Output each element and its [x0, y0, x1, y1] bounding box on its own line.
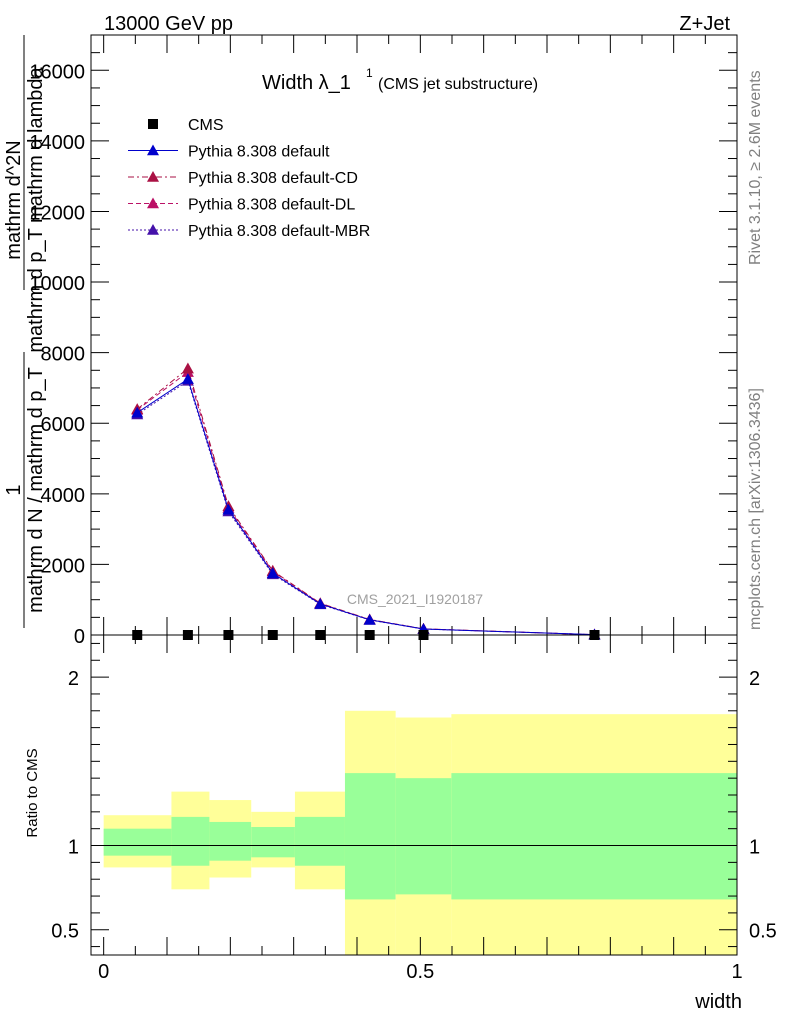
data-point	[314, 597, 327, 609]
ratio-y-axis: 0.5 0.5 1 1 2 2	[51, 642, 777, 948]
ratio-inner-band	[209, 821, 252, 861]
ylabel-one: 1	[3, 484, 25, 495]
legend-marker	[147, 144, 159, 156]
main-y-tick-label: 16000	[29, 61, 85, 83]
plot-title-sup: 1	[366, 66, 373, 80]
x-tick-label: 0.5	[406, 961, 434, 983]
legend-marker	[147, 171, 159, 182]
ratio-inner-band	[294, 816, 345, 866]
header-energy: 13000 GeV pp	[104, 13, 233, 35]
main-plot-panel: 0 2000 4000 6000 8000 10000 12000 14000 16000 CM…	[3, 34, 738, 648]
main-x-axis	[103, 35, 738, 635]
ratio-ylabel: Ratio to CMS	[24, 748, 41, 837]
ylabel-left-denominator: mathrm d N / mathrm d p_T	[25, 367, 47, 613]
ratio-y-tick-label: 2	[68, 668, 79, 690]
mcplots-label: mcplots.cern.ch [arXiv:1306.3436]	[747, 388, 764, 630]
header-process: Z+Jet	[679, 13, 730, 35]
data-point	[181, 362, 194, 374]
main-y-axis: 0 2000 4000 6000 8000 10000 12000 14000 16000	[29, 34, 737, 648]
main-y-tick-label: 12000	[29, 202, 85, 224]
legend-label: CMS	[188, 117, 224, 134]
ratio-inner-band	[251, 827, 295, 858]
main-y-tick-label: 8000	[41, 344, 86, 366]
legend-label: Pythia 8.308 default-CD	[188, 170, 358, 187]
ylabel-right-numerator: mathrm d^2N	[3, 140, 25, 259]
main-y-tick-label: 14000	[29, 132, 85, 154]
ratio-y-tick-label-right: 1	[749, 837, 760, 859]
legend-item: Pythia 8.308 default-CD	[128, 170, 358, 187]
legend-item: Pythia 8.308 default	[128, 144, 330, 161]
ratio-bands	[103, 710, 737, 955]
legend-item: Pythia 8.308 default-DL	[128, 197, 355, 214]
x-tick-label: 1	[731, 961, 742, 983]
main-y-tick-label: 4000	[41, 485, 86, 507]
legend-item: Pythia 8.308 default-MBR	[128, 223, 370, 240]
ratio-y-tick-label-right: 2	[749, 668, 760, 690]
main-y-tick-label: 10000	[29, 273, 85, 295]
main-y-tick-label: 2000	[41, 555, 86, 577]
rivet-label: Rivet 3.1.10, ≥ 2.6M events	[747, 70, 764, 265]
main-y-tick-label: 0	[74, 626, 85, 648]
ratio-y-tick-label: 0.5	[51, 921, 79, 943]
ratio-inner-band	[451, 773, 737, 900]
ratio-inner-band	[171, 816, 210, 866]
data-point	[131, 406, 144, 418]
data-point	[363, 613, 376, 625]
legend-label: Pythia 8.308 default	[188, 144, 330, 161]
xlabel: width	[694, 991, 742, 1013]
ratio-y-tick-label-right: 0.5	[749, 921, 777, 943]
legend: CMS Pythia 8.308 default Pythia 8.308 defa…	[128, 117, 370, 240]
legend-label: Pythia 8.308 default-DL	[188, 197, 355, 214]
ylabel-right-denominator: mathrm d p_T mathrm d lambda	[25, 66, 47, 352]
legend-marker	[147, 197, 159, 209]
data-point	[266, 567, 279, 579]
legend-label: Pythia 8.308 default-MBR	[188, 223, 370, 240]
data-point	[222, 503, 235, 515]
series-line	[136, 367, 595, 636]
ratio-y-tick-label: 1	[68, 837, 79, 859]
ratio-x-axis: 0 0.5 1	[98, 635, 743, 983]
legend-item: CMS	[148, 117, 224, 134]
legend-marker	[148, 119, 158, 129]
series-line	[136, 378, 595, 636]
legend-marker	[147, 224, 159, 235]
ratio-inner-band	[395, 778, 452, 895]
plot-title-main: Width λ_1	[262, 72, 351, 94]
plot-title: Width λ_1	[262, 72, 351, 94]
x-tick-label: 0	[98, 961, 109, 983]
ratio-inner-band	[344, 773, 396, 900]
data-point	[181, 373, 194, 384]
main-y-tick-label: 6000	[41, 414, 86, 436]
watermark: CMS_2021_I1920187	[347, 591, 483, 607]
ratio-inner-band	[103, 828, 172, 856]
ratio-plot-panel: 0.5 0.51 12 2 0 0.5 1 Ratio to CMS width	[24, 634, 777, 1013]
plot-subtitle: (CMS jet substructure)	[378, 76, 538, 93]
